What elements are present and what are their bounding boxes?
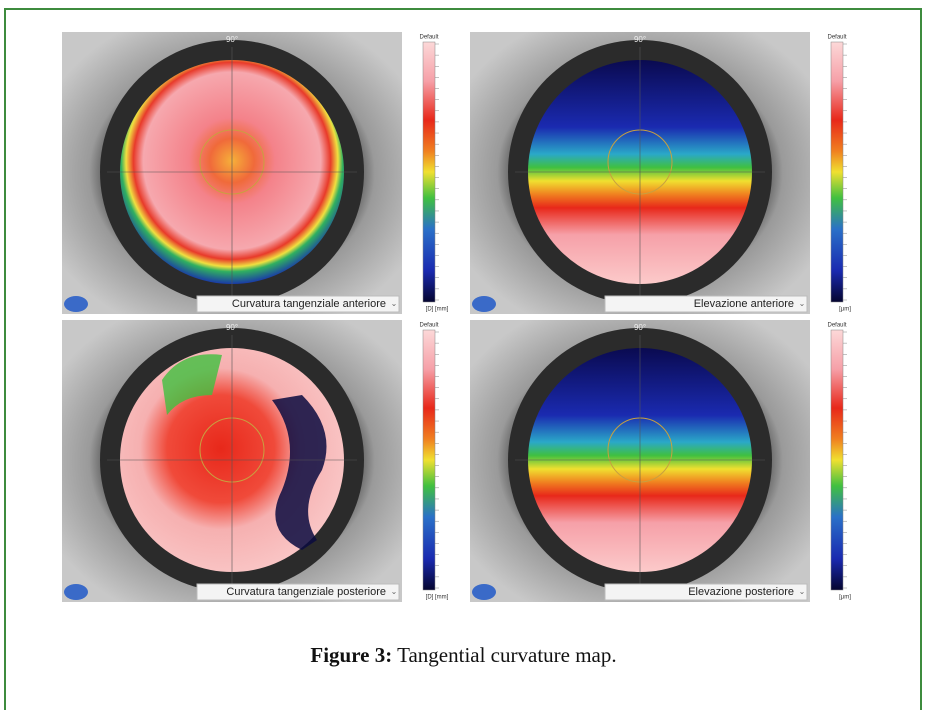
panel: 90° Curvatura tangenziale anteriore ⌄ Defau… [62,32,459,314]
caption-text: Tangential curvature map. [397,643,617,667]
figure: 90° Curvatura tangenziale anteriore ⌄ Defau… [0,0,927,690]
dropdown-arrow: ⌄ [799,299,806,308]
color-scale [831,42,843,302]
logo [472,296,496,312]
panel: 90° Elevazione posteriore ⌄ Default [µm] [470,320,867,602]
panel: 90° Elevazione anteriore ⌄ Default [µm] [470,32,867,314]
top-angle: 90° [226,35,238,44]
scale-title: Default [827,35,846,41]
dropdown-arrow: ⌄ [391,299,398,308]
panel: 90° Curvatura tangenziale posteriore ⌄ Defa… [62,320,459,602]
logo [472,584,496,600]
scale-unit: [µm] [839,307,851,313]
logo [64,584,88,600]
panel-label: Elevazione posteriore [688,586,794,598]
caption: Figure 3: Tangential curvature map. [0,643,927,668]
panel-label: Curvatura tangenziale anteriore [232,298,386,310]
scale-title: Default [827,323,846,329]
page: {"figure": {"panels": [ {"label": "Curva… [0,0,927,690]
top-angle: 90° [226,323,238,332]
top-angle: 90° [634,35,646,44]
color-scale [831,330,843,590]
scale-unit: [D] [mm] [426,307,449,313]
caption-label: Figure 3: [310,643,392,667]
top-angle: 90° [634,323,646,332]
scale-unit: [µm] [839,595,851,601]
scale-unit: [D] [mm] [426,595,449,601]
logo [64,296,88,312]
scale-title: Default [419,35,438,41]
dropdown-arrow: ⌄ [799,587,806,596]
panel-label: Elevazione anteriore [694,298,794,310]
panel-label: Curvatura tangenziale posteriore [226,586,386,598]
color-scale [423,330,435,590]
color-scale [423,42,435,302]
dropdown-arrow: ⌄ [391,587,398,596]
scale-title: Default [419,323,438,329]
